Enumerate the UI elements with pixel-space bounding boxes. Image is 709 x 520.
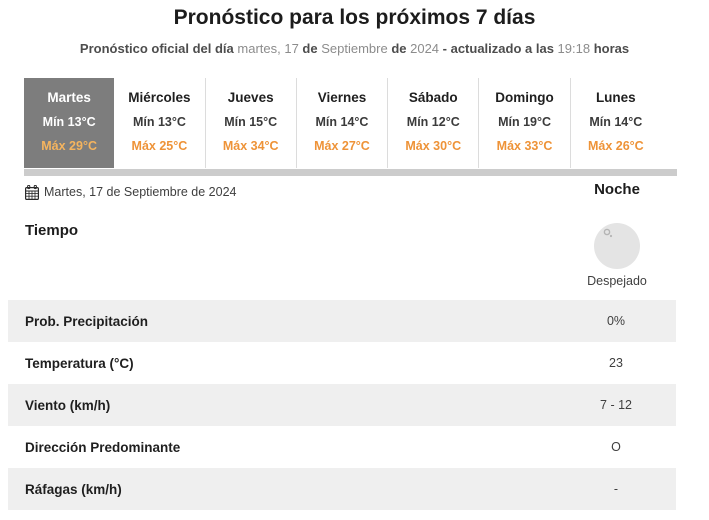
weather-row-label: Tiempo xyxy=(25,222,79,239)
period-header: Noche xyxy=(594,181,640,198)
day-tab-max-temp: Máx 34°C xyxy=(222,139,279,153)
day-tab-label: Martes xyxy=(47,90,91,105)
row-value: 0% xyxy=(606,314,626,328)
day-tab-min-temp: Mín 13°C xyxy=(132,115,186,129)
day-tab-max-temp: Máx 27°C xyxy=(314,139,370,153)
day-tab-domingo[interactable]: Domingo Mín 19°C Máx 33°C xyxy=(478,78,570,168)
day-tab-max-temp: Máx 33°C xyxy=(496,139,553,153)
subtitle-segment: 19:18 xyxy=(557,41,594,56)
subtitle-segment: de xyxy=(391,41,411,56)
table-row-wind-direction: Dirección Predominante O xyxy=(8,426,676,468)
row-label: Ráfagas (km/h) xyxy=(25,481,122,497)
day-tab-martes[interactable]: Martes Mín 13°C Máx 29°C xyxy=(24,78,115,168)
subtitle-segment: Pronóstico oficial del día xyxy=(79,41,238,56)
day-tab-min-temp: Mín 12°C xyxy=(406,115,460,129)
subtitle-segment: horas xyxy=(593,41,630,56)
weather-condition-label: Despejado xyxy=(587,274,647,288)
day-tab-lunes[interactable]: Lunes Mín 14°C Máx 26°C xyxy=(569,78,661,168)
table-row-gusts: Ráfagas (km/h) - xyxy=(8,468,676,510)
day-tab-min-temp: Mín 13°C xyxy=(42,115,96,129)
day-tab-jueves[interactable]: Jueves Mín 15°C Máx 34°C xyxy=(204,78,296,168)
subtitle-segment: - actualizado a las xyxy=(442,41,558,56)
page-title: Pronóstico para los próximos 7 días xyxy=(173,6,536,29)
day-tab-max-temp: Máx 25°C xyxy=(131,139,188,153)
row-value: 7 - 12 xyxy=(600,398,632,412)
subtitle-segment: de xyxy=(302,41,322,56)
tabs-scrollbar[interactable] xyxy=(24,169,677,176)
day-tab-max-temp: Máx 29°C xyxy=(41,139,97,153)
table-row-wind: Viento (km/h) 7 - 12 xyxy=(8,384,676,426)
day-tab-max-temp: Máx 30°C xyxy=(405,139,462,153)
row-label: Temperatura (°C) xyxy=(25,355,134,371)
subtitle-segment: 2024 xyxy=(410,41,443,56)
day-tab-label: Miércoles xyxy=(128,90,191,105)
row-value: - xyxy=(613,482,619,496)
selected-date-label: Martes, 17 de Septiembre de 2024 xyxy=(44,185,237,199)
day-tab-min-temp: Mín 14°C xyxy=(589,115,643,129)
subtitle-segment: Septiembre xyxy=(321,41,392,56)
day-tab-viernes[interactable]: Viernes Mín 14°C Máx 27°C xyxy=(295,78,388,168)
day-tab-label: Jueves xyxy=(227,90,274,105)
moon-icon xyxy=(594,223,640,269)
day-tab-label: Sábado xyxy=(408,90,458,105)
subtitle-segment: martes, 17 xyxy=(237,41,303,56)
day-tab-max-temp: Máx 26°C xyxy=(587,139,644,153)
day-tab-min-temp: Mín 14°C xyxy=(315,115,369,129)
day-tab-sabado[interactable]: Sábado Mín 12°C Máx 30°C xyxy=(387,78,479,168)
day-tab-min-temp: Mín 19°C xyxy=(498,115,552,129)
weather-cell: Despejado xyxy=(557,222,677,288)
day-tab-label: Domingo xyxy=(495,90,554,105)
forecast-detail-table: Prob. Precipitación 0% Temperatura (°C) … xyxy=(8,300,676,510)
row-label: Dirección Predominante xyxy=(25,439,181,455)
row-value: O xyxy=(611,440,621,454)
calendar-icon xyxy=(25,184,39,200)
day-tabs: Martes Mín 13°C Máx 29°C Miércoles Mín 1… xyxy=(24,78,661,168)
selected-date-row: Martes, 17 de Septiembre de 2024 xyxy=(25,183,236,201)
table-row-temperature: Temperatura (°C) 23 xyxy=(8,342,676,384)
row-label: Prob. Precipitación xyxy=(25,313,149,329)
forecast-subtitle: Pronóstico oficial del día martes, 17 de… xyxy=(0,41,709,56)
day-tab-miercoles[interactable]: Miércoles Mín 13°C Máx 25°C xyxy=(114,78,205,168)
row-value: 23 xyxy=(609,356,623,370)
day-tab-label: Lunes xyxy=(595,90,636,105)
row-label: Viento (km/h) xyxy=(25,397,111,413)
day-tab-label: Viernes xyxy=(317,90,367,105)
table-row-precipitation: Prob. Precipitación 0% xyxy=(8,300,676,342)
day-tab-min-temp: Mín 15°C xyxy=(224,115,278,129)
